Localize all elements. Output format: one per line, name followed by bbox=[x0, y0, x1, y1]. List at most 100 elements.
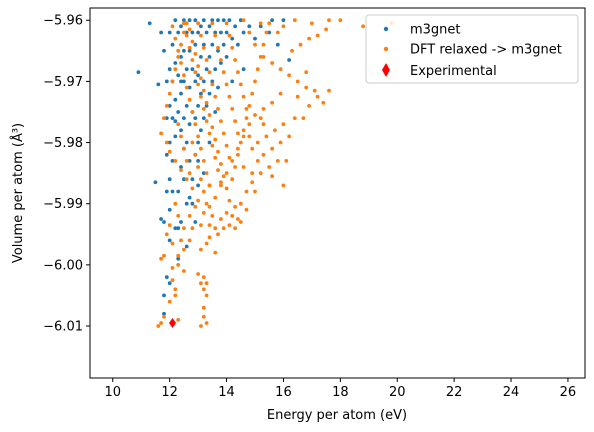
m3gnet-point bbox=[167, 104, 172, 108]
m3gnet-point bbox=[196, 159, 201, 163]
dft-point bbox=[236, 146, 240, 151]
dft-point bbox=[213, 250, 218, 255]
dft-point bbox=[199, 223, 203, 228]
m3gnet-point bbox=[167, 238, 172, 243]
dft-point bbox=[255, 67, 260, 72]
dft-point bbox=[238, 82, 243, 87]
dft-point bbox=[187, 97, 192, 102]
dft-point bbox=[250, 171, 255, 176]
m3gnet-point bbox=[241, 67, 246, 72]
dft-point bbox=[170, 79, 175, 84]
dft-point bbox=[233, 226, 238, 231]
dft-point bbox=[187, 171, 192, 176]
dft-point bbox=[219, 180, 223, 185]
dft-point bbox=[270, 61, 274, 65]
dft-point bbox=[241, 165, 246, 169]
dft-point bbox=[176, 318, 181, 322]
m3gnet-point bbox=[213, 110, 218, 114]
m3gnet-point bbox=[233, 24, 238, 29]
m3gnet-point bbox=[236, 42, 240, 47]
dft-point bbox=[224, 171, 229, 176]
y-tick-label: −5.97 bbox=[43, 75, 83, 90]
dft-point bbox=[196, 165, 201, 169]
dft-point bbox=[199, 177, 203, 182]
dft-point bbox=[327, 18, 331, 23]
dft-point bbox=[304, 70, 309, 75]
dft-point bbox=[207, 204, 212, 209]
dft-point bbox=[193, 204, 198, 209]
m3gnet-point bbox=[201, 171, 206, 176]
dft-point bbox=[315, 33, 320, 38]
dft-point bbox=[179, 42, 183, 47]
m3gnet-point bbox=[147, 21, 152, 26]
x-tick-label: 24 bbox=[503, 385, 520, 400]
legend-marker-dft bbox=[383, 46, 389, 52]
dft-point bbox=[224, 186, 229, 191]
dft-point bbox=[204, 281, 209, 286]
dft-point bbox=[173, 287, 178, 292]
y-axis-label: Volume per atom (Å³) bbox=[10, 123, 26, 263]
m3gnet-point bbox=[196, 183, 201, 188]
dft-point bbox=[236, 131, 240, 136]
m3gnet-point bbox=[179, 165, 183, 169]
dft-point bbox=[190, 140, 195, 145]
m3gnet-point bbox=[221, 42, 226, 47]
dft-point bbox=[196, 21, 201, 26]
dft-point bbox=[196, 64, 201, 68]
dft-point bbox=[247, 134, 252, 139]
legend-marker-m3gnet bbox=[383, 26, 389, 32]
dft-point bbox=[182, 73, 186, 78]
m3gnet-point bbox=[182, 18, 186, 23]
dft-point bbox=[190, 110, 195, 114]
dft-point bbox=[199, 33, 203, 38]
x-tick-label: 14 bbox=[218, 385, 235, 400]
m3gnet-point bbox=[162, 220, 166, 224]
m3gnet-point bbox=[170, 159, 175, 163]
m3gnet-point bbox=[210, 18, 215, 23]
dft-point bbox=[221, 70, 226, 75]
m3gnet-point bbox=[201, 116, 206, 120]
dft-point bbox=[267, 21, 272, 26]
m3gnet-point bbox=[173, 119, 178, 123]
dft-point bbox=[227, 155, 232, 160]
m3gnet-point bbox=[196, 73, 201, 78]
dft-point bbox=[201, 159, 206, 163]
m3gnet-point bbox=[207, 24, 212, 29]
dft-point bbox=[193, 70, 198, 75]
dft-point bbox=[324, 27, 328, 32]
m3gnet-point bbox=[187, 48, 192, 53]
m3gnet-point bbox=[176, 226, 181, 231]
y-tick-label: −5.96 bbox=[43, 14, 83, 29]
dft-point bbox=[255, 140, 260, 145]
dft-point bbox=[201, 275, 206, 279]
dft-point bbox=[301, 116, 306, 120]
dft-point bbox=[196, 198, 201, 203]
dft-point bbox=[213, 195, 218, 200]
dft-point bbox=[201, 211, 206, 215]
y-tick-label: −5.98 bbox=[43, 136, 83, 151]
dft-point bbox=[159, 256, 164, 261]
m3gnet-point bbox=[167, 140, 172, 145]
dft-point bbox=[179, 238, 183, 243]
dft-point bbox=[224, 82, 229, 87]
m3gnet-point bbox=[184, 244, 189, 249]
dft-point bbox=[201, 88, 206, 93]
dft-point bbox=[167, 299, 172, 304]
dft-point bbox=[361, 24, 365, 29]
m3gnet-point bbox=[193, 116, 198, 120]
m3gnet-point bbox=[199, 55, 203, 59]
dft-point bbox=[187, 45, 192, 50]
m3gnet-point bbox=[187, 85, 192, 90]
dft-point bbox=[275, 30, 280, 35]
dft-point bbox=[321, 100, 326, 105]
m3gnet-point bbox=[179, 55, 183, 59]
m3gnet-point bbox=[213, 30, 218, 35]
dft-point bbox=[182, 269, 186, 273]
dft-point bbox=[261, 42, 266, 47]
dft-point bbox=[207, 183, 212, 188]
dft-point bbox=[170, 266, 175, 270]
dft-point bbox=[204, 293, 209, 298]
dft-point bbox=[219, 217, 223, 221]
dft-point bbox=[179, 168, 183, 173]
m3gnet-point bbox=[176, 110, 181, 114]
